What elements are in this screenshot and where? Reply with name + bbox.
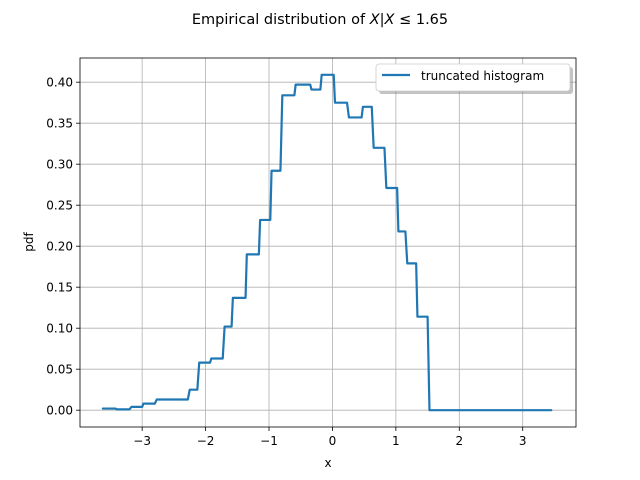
y-tick-label: 0.10 [46, 322, 73, 336]
y-tick-label: 0.20 [46, 240, 73, 254]
axes-background [80, 58, 576, 427]
y-tick-label: 0.05 [46, 363, 73, 377]
x-tick-label: 2 [455, 434, 463, 448]
y-axis-ticks: 0.00 0.05 0.10 0.15 0.20 0.25 0.30 0.35 0.40 [46, 76, 80, 418]
plot-area [79, 57, 577, 428]
chart-title: Empirical distribution of X|X ≤ 1.65 [192, 12, 448, 28]
series-layer [101, 73, 553, 412]
x-axis-ticks: −3 −2 −1 0 1 2 3 [133, 427, 527, 448]
legend: truncated histogram [375, 63, 573, 94]
y-tick-label: 0.00 [46, 404, 73, 418]
x-tick-label: −2 [197, 434, 215, 448]
grid [80, 58, 576, 427]
y-tick-label: 0.35 [46, 117, 73, 131]
y-axis-label: pdf [22, 232, 36, 252]
x-tick-label: 0 [329, 434, 337, 448]
x-tick-label: 1 [392, 434, 400, 448]
axes-frame [79, 57, 577, 428]
series-line-truncated-histogram [101, 73, 553, 412]
y-tick-label: 0.40 [46, 76, 73, 90]
x-tick-label: −1 [260, 434, 278, 448]
legend-box [375, 63, 571, 92]
legend-label: truncated histogram [421, 69, 544, 83]
y-tick-label: 0.15 [46, 281, 73, 295]
y-tick-label: 0.30 [46, 158, 73, 172]
x-axis-label: x [324, 456, 331, 470]
y-tick-label: 0.25 [46, 199, 73, 213]
x-tick-label: −3 [133, 434, 151, 448]
x-tick-label: 3 [519, 434, 527, 448]
